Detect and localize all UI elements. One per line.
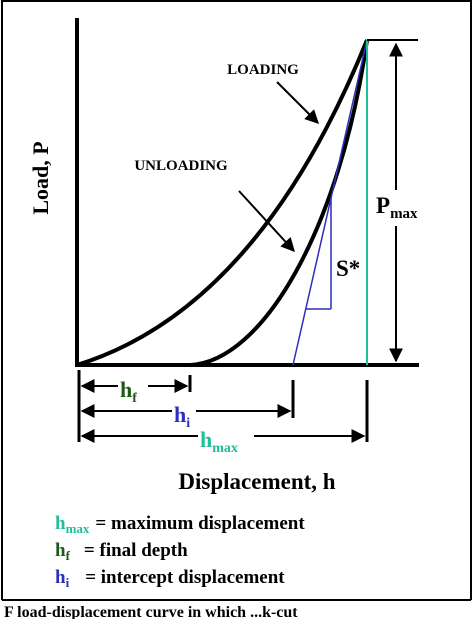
legend-hi-text: = intercept displacement [85, 567, 285, 588]
pmax-label: Pmax [376, 193, 418, 222]
legend-hf-symbol-sub: f [66, 548, 71, 563]
hf-label-bg [118, 376, 148, 402]
hmax-label-main: h [200, 427, 212, 452]
hmax-label-sub: max [212, 441, 238, 456]
pmax-label-sub: max [390, 206, 418, 222]
y-axis-label: Load, P [28, 141, 53, 214]
legend-row-hf: hf = final depth [55, 540, 188, 563]
x-axis-label: Displacement, h [178, 469, 335, 494]
legend-hf-text: = final depth [84, 540, 188, 561]
hf-label-sub: f [132, 391, 137, 406]
hi-label-bg [172, 401, 196, 427]
hmax-label-bg [198, 426, 254, 454]
loading-label: LOADING [227, 62, 299, 78]
stiffness-label: S* [336, 256, 360, 281]
legend-hmax-symbol-sub: max [66, 521, 90, 536]
hi-label-sub: i [186, 416, 190, 431]
hi-label: hi [174, 402, 190, 431]
unloading-label: UNLOADING [134, 158, 228, 174]
legend: hmax = maximum displacement hf = final dep… [55, 513, 305, 590]
loading-pointer-arrow [276, 81, 319, 124]
legend-hmax-text: = maximum displacement [95, 513, 305, 534]
hf-label-main: h [120, 377, 132, 402]
hf-label: hf [120, 377, 137, 406]
loading-curve [76, 39, 369, 367]
legend-hi-symbol-sub: i [66, 575, 70, 590]
unloading-pointer-arrow [238, 190, 295, 253]
legend-row-hmax: hmax = maximum displacement [55, 513, 305, 536]
caption-cropped: F load-displacement curve in which ...k-… [4, 604, 298, 619]
tangent-line [292, 39, 368, 366]
legend-hmax-symbol: h [55, 513, 66, 534]
unloading-curve [77, 39, 369, 367]
legend-row-hi: hi = intercept displacement [55, 567, 285, 590]
pmax-label-main: P [376, 193, 390, 218]
legend-hf-symbol: h [55, 540, 66, 561]
pmax-label-bg [374, 190, 426, 226]
hmax-label: hmax [200, 427, 238, 456]
hi-label-main: h [174, 402, 186, 427]
legend-hi-symbol: h [55, 567, 66, 588]
